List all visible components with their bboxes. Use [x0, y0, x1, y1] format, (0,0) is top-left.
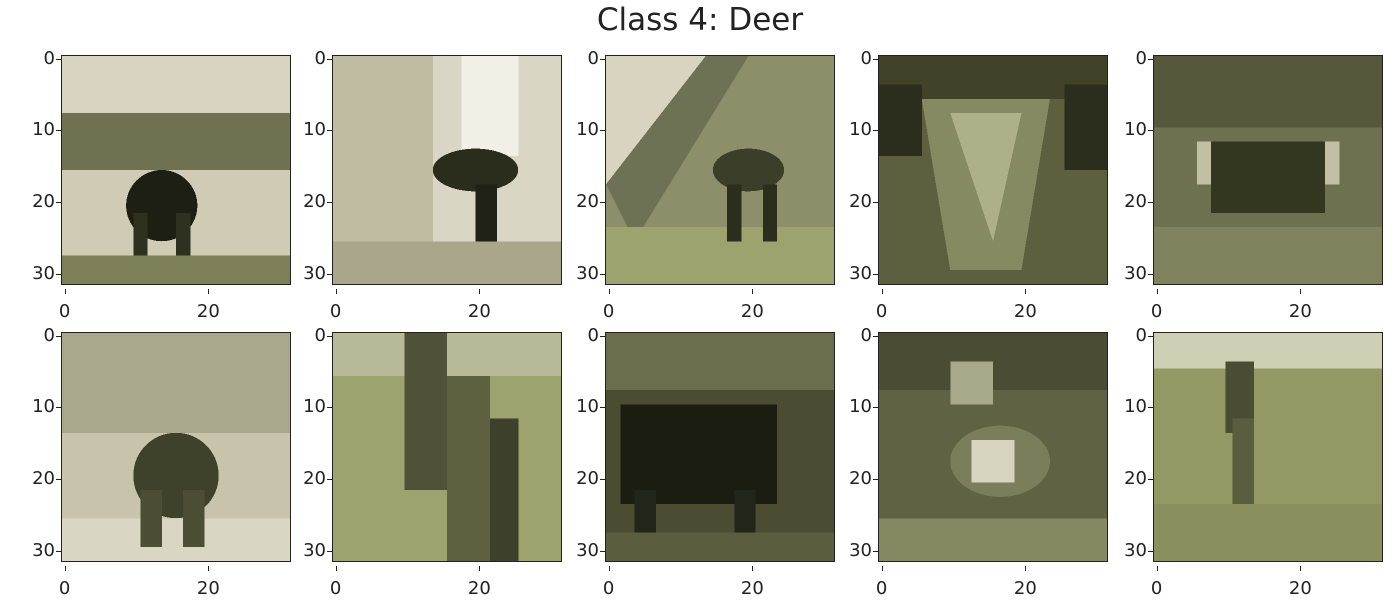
x-tick-label: 0 [1137, 566, 1177, 598]
y-tick-label: 20 [27, 470, 61, 488]
x-tick-label: 0 [316, 289, 356, 321]
x-tick-label: 20 [1280, 289, 1320, 321]
x-tick-label: 20 [459, 289, 499, 321]
deer-thumbnail [878, 332, 1108, 562]
y-tick-label: 0 [844, 326, 878, 345]
y-tick-label: 10 [1119, 121, 1153, 139]
y-tick-label: 30 [844, 265, 878, 283]
y-tick-label: 0 [571, 49, 605, 68]
image-panel-2-1: 0 10 20 30 0 20 [32, 326, 291, 598]
x-tick-label: 20 [1005, 566, 1045, 598]
y-tick-label: 10 [844, 121, 878, 139]
x-tick-label: 0 [1137, 289, 1177, 321]
y-tick-label: 30 [1119, 265, 1153, 283]
image-panel-2-5: 0 10 20 30 0 20 [1124, 326, 1383, 598]
deer-thumbnail [332, 55, 562, 285]
y-tick-label: 20 [27, 193, 61, 211]
x-tick-label: 0 [862, 566, 902, 598]
x-tick-label: 20 [1280, 566, 1320, 598]
y-tick-label: 20 [298, 193, 332, 211]
image-panel-1-4: 0 10 20 30 0 20 [849, 49, 1108, 321]
y-tick-label: 0 [1119, 49, 1153, 68]
figure-title: Class 4: Deer [596, 2, 804, 38]
x-tick-label: 0 [45, 289, 85, 321]
deer-thumbnail [1153, 332, 1383, 562]
y-tick-label: 0 [27, 49, 61, 68]
y-tick-label: 10 [844, 398, 878, 416]
deer-thumbnail [605, 55, 835, 285]
x-tick-label: 0 [45, 566, 85, 598]
y-tick-label: 10 [1119, 398, 1153, 416]
image-panel-2-2: 0 10 20 30 0 20 [303, 326, 562, 598]
y-tick-label: 20 [844, 470, 878, 488]
x-tick-label: 0 [589, 289, 629, 321]
image-panel-1-2: 0 10 20 30 0 20 [303, 49, 562, 321]
x-tick-label: 0 [316, 566, 356, 598]
y-tick-label: 30 [1119, 542, 1153, 560]
y-tick-label: 10 [298, 121, 332, 139]
y-tick-label: 20 [571, 193, 605, 211]
x-tick-label: 20 [188, 289, 228, 321]
x-tick-label: 20 [732, 566, 772, 598]
x-tick-label: 20 [732, 289, 772, 321]
deer-thumbnail [61, 332, 291, 562]
x-tick-label: 20 [459, 566, 499, 598]
y-tick-label: 30 [298, 542, 332, 560]
y-tick-label: 0 [1119, 326, 1153, 345]
y-tick-label: 0 [844, 49, 878, 68]
x-tick-label: 20 [188, 566, 228, 598]
image-panel-1-1: 0 10 20 30 0 20 [32, 49, 291, 321]
y-tick-label: 30 [571, 265, 605, 283]
y-tick-label: 0 [298, 49, 332, 68]
y-tick-label: 30 [844, 542, 878, 560]
image-panel-1-3: 0 10 20 30 0 20 [576, 49, 835, 321]
y-tick-label: 20 [298, 470, 332, 488]
y-tick-label: 20 [571, 470, 605, 488]
y-tick-label: 0 [298, 326, 332, 345]
deer-thumbnail [1153, 55, 1383, 285]
y-tick-label: 10 [571, 398, 605, 416]
y-tick-label: 30 [27, 265, 61, 283]
y-tick-label: 10 [571, 121, 605, 139]
y-tick-label: 10 [27, 121, 61, 139]
deer-thumbnail [605, 332, 835, 562]
deer-thumbnail [878, 55, 1108, 285]
image-panel-2-4: 0 10 20 30 0 20 [849, 326, 1108, 598]
y-tick-label: 0 [571, 326, 605, 345]
y-tick-label: 30 [298, 265, 332, 283]
deer-thumbnail [332, 332, 562, 562]
y-tick-label: 30 [27, 542, 61, 560]
y-tick-label: 10 [27, 398, 61, 416]
y-tick-label: 20 [1119, 193, 1153, 211]
y-tick-label: 20 [1119, 470, 1153, 488]
y-tick-label: 30 [571, 542, 605, 560]
y-tick-label: 0 [27, 326, 61, 345]
image-panel-1-5: 0 10 20 30 0 20 [1124, 49, 1383, 321]
x-tick-label: 20 [1005, 289, 1045, 321]
x-tick-label: 0 [862, 289, 902, 321]
deer-thumbnail [61, 55, 291, 285]
image-panel-2-3: 0 10 20 30 0 20 [576, 326, 835, 598]
y-tick-label: 20 [844, 193, 878, 211]
y-tick-label: 10 [298, 398, 332, 416]
x-tick-label: 0 [589, 566, 629, 598]
